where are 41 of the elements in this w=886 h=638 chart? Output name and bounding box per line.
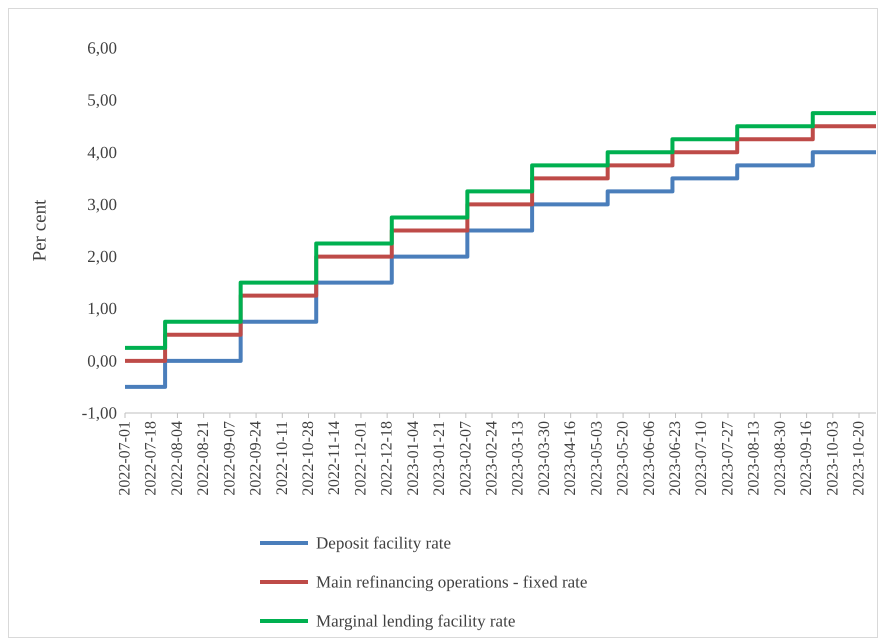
x-tick-label: 2022-09-07 [221,421,238,496]
x-tick-label: 2023-02-07 [457,421,474,496]
x-tick-label: 2023-08-30 [772,421,789,496]
legend-label: Deposit facility rate [316,534,452,552]
y-tick-label: 4,00 [87,142,117,162]
x-tick-label: 2023-10-20 [850,421,868,496]
x-tick-label: 2022-08-04 [168,421,186,496]
x-tick-label: 2023-01-04 [404,421,422,496]
x-tick-label: 2023-01-21 [431,421,448,496]
x-tick-label: 2022-10-28 [300,421,318,496]
x-tick-label: 2022-08-21 [195,421,212,496]
y-tick-label: 0,00 [87,351,117,370]
x-tick-label: 2023-05-03 [588,421,606,496]
x-tick-label: 2023-10-03 [824,421,842,496]
y-tick-label: 5,00 [87,90,117,110]
legend-label: Marginal lending facility rate [316,612,516,630]
x-tick-label: 2022-09-24 [248,421,265,496]
y-tick-label: 2,00 [87,247,117,266]
legend-label: Main refinancing operations - fixed rate [316,572,588,592]
x-tick-label: 2023-07-10 [693,421,710,496]
x-tick-label: 2022-07-18 [142,421,160,496]
y-tick-label: -1,00 [82,404,117,422]
x-tick-label: 2022-07-01 [116,421,134,496]
x-tick-label: 2023-09-16 [798,421,816,496]
x-tick-label: 2022-10-11 [274,421,291,496]
y-axis-title: Per cent [30,198,50,262]
x-tick-label: 2023-05-20 [614,421,632,496]
x-tick-label: 2023-07-27 [719,421,736,496]
y-tick-label: 1,00 [87,299,117,318]
x-tick-label: 2023-02-24 [484,421,501,496]
x-tick-label: 2022-12-01 [352,421,370,496]
x-tick-label: 2022-11-14 [326,421,344,496]
x-tick-label: 2022-12-18 [378,421,396,496]
y-tick-label: 6,00 [87,38,117,58]
y-tick-label: 3,00 [87,194,117,214]
x-tick-label: 2023-03-13 [510,421,527,496]
x-tick-label: 2023-06-23 [667,421,684,496]
x-tick-label: 2023-04-16 [562,421,580,496]
x-tick-label: 2023-06-06 [640,421,658,496]
x-tick-label: 2023-08-13 [746,421,763,496]
x-tick-label: 2023-03-30 [536,421,553,496]
